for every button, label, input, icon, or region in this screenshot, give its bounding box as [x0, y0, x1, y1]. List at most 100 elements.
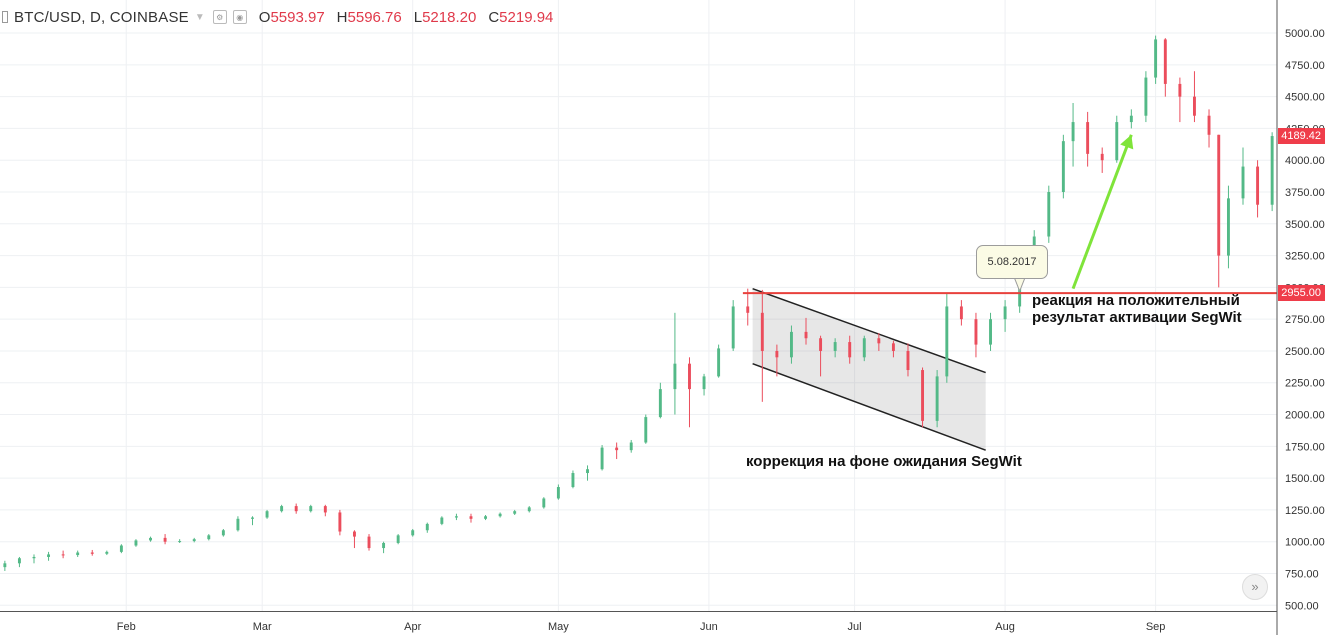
candle-body — [1207, 115, 1211, 135]
dropdown-caret-icon[interactable]: ▼ — [194, 11, 205, 23]
x-tick-label: Mar — [253, 621, 272, 633]
candle-body — [207, 535, 211, 540]
candle-body — [90, 552, 94, 554]
candle-body — [1047, 192, 1051, 237]
candle-body — [542, 498, 546, 508]
annotation-reaction-line1: реакция на положительный — [1032, 292, 1240, 309]
candle-body — [586, 469, 589, 474]
x-tick-label: Apr — [404, 621, 421, 633]
candle-body — [396, 535, 400, 543]
y-tick-label: 4000.00 — [1285, 155, 1325, 167]
scroll-to-latest-button[interactable]: » — [1242, 574, 1268, 600]
drag-handle-icon[interactable] — [2, 11, 8, 23]
candle-body — [989, 319, 992, 345]
candle-body — [149, 537, 152, 541]
candle-body — [644, 417, 648, 443]
candle-body — [959, 306, 963, 320]
x-tick-label: May — [548, 621, 569, 633]
y-tick-label: 4500.00 — [1285, 92, 1325, 104]
y-tick-label: 1750.00 — [1285, 441, 1325, 453]
annotation-correction: коррекция на фоне ожидания SegWit — [746, 453, 1022, 470]
candle-body — [178, 541, 182, 543]
candle-body — [848, 342, 852, 358]
x-tick-label: Aug — [995, 621, 1015, 633]
ohlc-values: O5593.97 H5596.76 L5218.20 C5219.94 — [259, 9, 554, 26]
candle-body — [556, 487, 560, 499]
candle-body — [469, 516, 473, 519]
candle-body — [280, 506, 284, 512]
ohlc-close: C5219.94 — [488, 8, 554, 26]
candle-body — [819, 338, 823, 351]
candle-body — [1071, 122, 1075, 142]
y-tick-label: 1000.00 — [1285, 537, 1325, 549]
x-tick-label: Jun — [700, 621, 718, 633]
y-tick-label: 2250.00 — [1285, 378, 1325, 390]
candle-body — [1226, 198, 1230, 256]
candle-body — [352, 531, 356, 537]
trend-arrow-shaft — [1071, 134, 1133, 290]
ohlc-low: L5218.20 — [413, 8, 477, 26]
y-tick-label: 2000.00 — [1285, 410, 1325, 422]
candle-body — [731, 306, 735, 349]
candle-body — [3, 563, 7, 568]
candle-body — [17, 558, 21, 564]
candle-body — [571, 473, 575, 488]
candle-body — [600, 447, 604, 470]
candle-body — [411, 530, 415, 536]
candle-body — [1192, 96, 1196, 116]
chart-legend-header: BTC/USD, D, COINBASE ▼ ⚙ ◉ O5593.97 H559… — [2, 6, 553, 28]
annotation-reaction-line2: результат активации SegWit — [1032, 309, 1242, 326]
downtrend-channel — [752, 287, 986, 451]
candle-body — [746, 306, 750, 313]
y-tick-label: 750.00 — [1285, 568, 1319, 580]
candle-body — [688, 363, 691, 390]
date-callout[interactable]: 5.08.2017 — [976, 245, 1048, 279]
candle-body — [105, 551, 109, 554]
candle-body — [192, 539, 196, 542]
x-tick-label: Feb — [117, 621, 136, 633]
hide-icon[interactable]: ◉ — [232, 10, 247, 24]
y-tick-label: 1500.00 — [1285, 473, 1325, 485]
time-axis[interactable]: Feb Mar Apr May Jun Jul Aug Sep — [0, 611, 1277, 634]
candle-body — [877, 338, 881, 344]
candle-body — [513, 511, 517, 514]
candle-body — [1163, 39, 1167, 84]
candle-series — [3, 35, 1274, 571]
symbol-label[interactable]: BTC/USD, D, COINBASE — [14, 8, 189, 26]
settings-icon[interactable]: ⚙ — [212, 10, 227, 24]
candle-body — [425, 523, 429, 531]
candle-body — [265, 511, 269, 518]
candle-body — [382, 542, 386, 549]
candle-body — [789, 331, 793, 358]
candle-body — [527, 507, 531, 512]
candle-body — [1256, 166, 1260, 205]
candle-body — [1241, 166, 1245, 199]
candle-body — [760, 312, 764, 351]
candle-body — [921, 370, 925, 421]
candle-body — [484, 516, 488, 519]
candle-body — [294, 506, 298, 512]
candle-body — [1100, 153, 1104, 161]
candle-body — [338, 512, 342, 532]
y-tick-label: 1250.00 — [1285, 505, 1325, 517]
candle-body — [236, 518, 240, 531]
ohlc-open: O5593.97 — [258, 8, 325, 26]
price-axis[interactable]: 500.00 750.00 1000.00 1250.00 1500.00 1750.00… — [1276, 0, 1325, 635]
x-tick-label: Sep — [1146, 621, 1166, 633]
candle-body — [32, 556, 36, 559]
candle-body — [906, 350, 910, 371]
candle-body — [1217, 134, 1221, 256]
y-tick-label: 5000.00 — [1285, 28, 1325, 40]
y-tick-label: 2500.00 — [1285, 346, 1325, 358]
candle-body — [134, 540, 138, 546]
candle-body — [367, 536, 371, 549]
candle-body — [1003, 306, 1007, 320]
candle-body — [945, 306, 949, 377]
candle-body — [221, 530, 225, 536]
channel-lower-line — [752, 362, 986, 451]
y-tick-label: 4750.00 — [1285, 60, 1325, 72]
candle-body — [454, 516, 458, 518]
candle-body — [1270, 136, 1274, 205]
candle-body — [498, 513, 502, 517]
